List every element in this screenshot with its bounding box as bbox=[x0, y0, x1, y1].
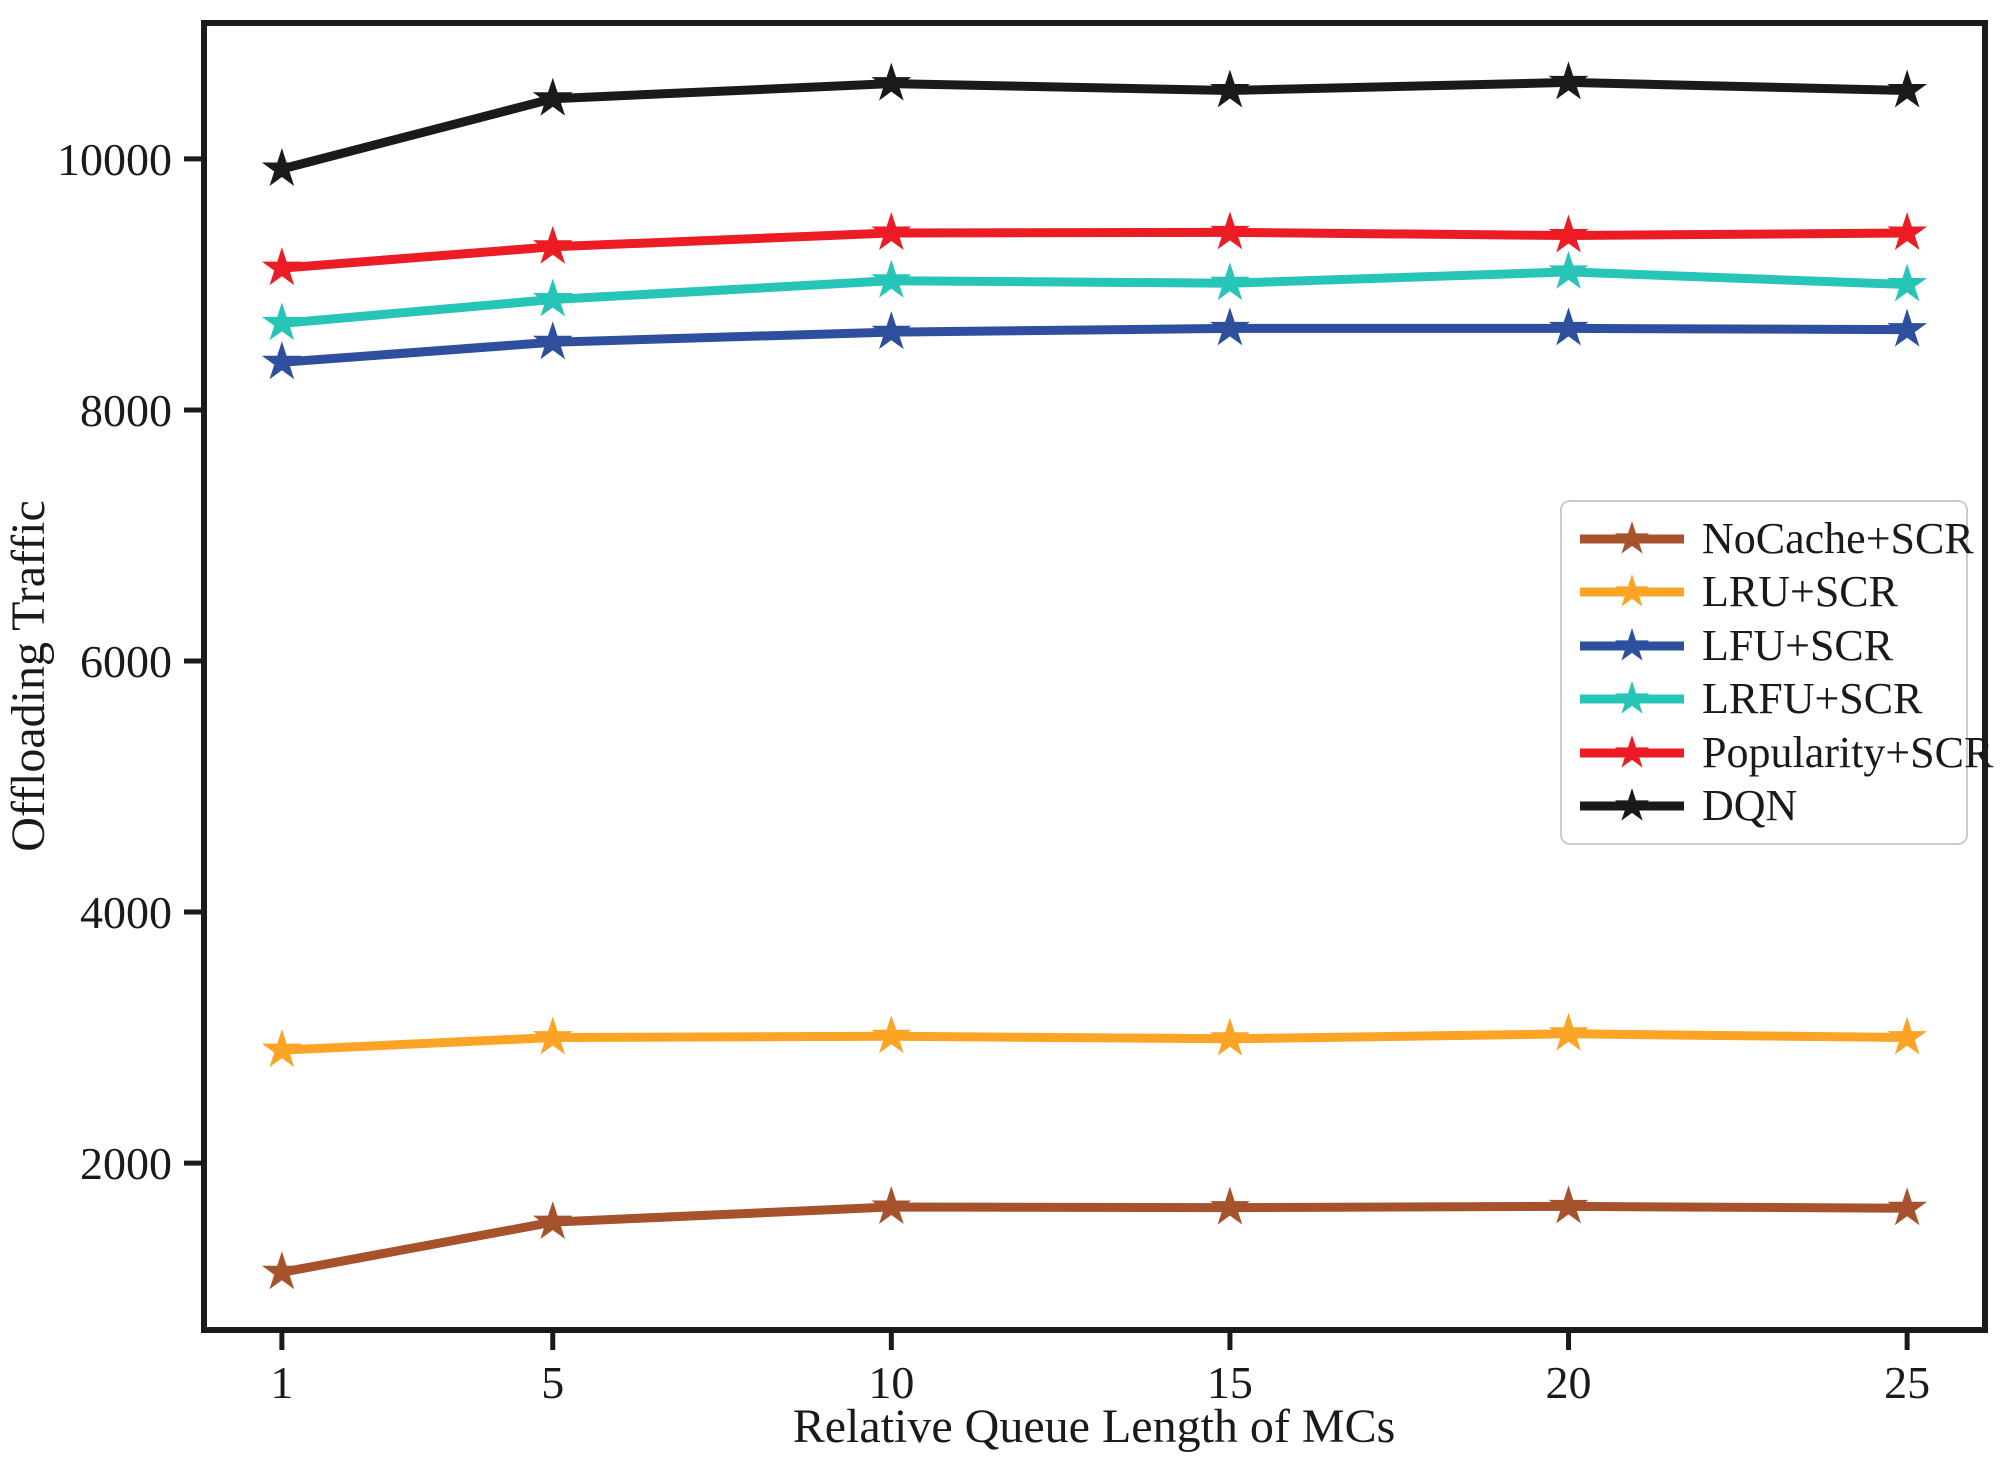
legend-item-nocache-scr: NoCache+SCR bbox=[1576, 514, 1974, 564]
y-tick-label: 6000 bbox=[80, 636, 172, 687]
x-tick-label: 1 bbox=[270, 1357, 293, 1408]
legend: NoCache+SCR LRU+SCR LFU+SCR LRFU+SCR Popular… bbox=[1560, 500, 1993, 845]
series-marker-star bbox=[532, 1201, 573, 1239]
series-line-lrfu-scr bbox=[277, 267, 1912, 328]
series-marker-star bbox=[1210, 1186, 1250, 1225]
series-marker-star bbox=[532, 225, 573, 264]
series-line-nocache-scr bbox=[277, 1201, 1912, 1277]
series-marker-star bbox=[1887, 212, 1928, 250]
series-marker-star bbox=[1887, 1016, 1928, 1055]
legend-item-lrfu-scr: LRFU+SCR bbox=[1576, 674, 1966, 724]
series-marker-star bbox=[1210, 1017, 1250, 1056]
series-line-popularity-scr bbox=[277, 227, 1912, 273]
series-marker-star bbox=[261, 148, 302, 186]
x-tick-label: 25 bbox=[1884, 1357, 1930, 1408]
series-marker-star bbox=[261, 302, 302, 341]
legend-item-label: Popularity+SCR bbox=[1702, 727, 1994, 777]
y-axis-label: Offloading Traffic bbox=[2, 500, 55, 852]
x-tick-label: 5 bbox=[541, 1357, 564, 1408]
legend-star-icon bbox=[1614, 734, 1650, 768]
series-marker-star bbox=[1548, 61, 1589, 100]
x-axis-label: Relative Queue Length of MCs bbox=[793, 1400, 1396, 1453]
series-line-lru-scr bbox=[277, 1029, 1912, 1055]
series-marker-star bbox=[261, 1029, 302, 1068]
series-marker-star bbox=[261, 341, 302, 380]
legend-swatch bbox=[1580, 627, 1684, 661]
legend-swatch bbox=[1580, 681, 1684, 714]
series-marker-star bbox=[1887, 263, 1928, 302]
legend-item-popularity-scr: Popularity+SCR bbox=[1576, 728, 1993, 778]
series-marker-star bbox=[1548, 1185, 1589, 1224]
series-marker-star bbox=[532, 321, 573, 360]
legend-item-label: LRFU+SCR bbox=[1702, 674, 1923, 724]
legend-swatch bbox=[1580, 574, 1684, 607]
series-marker-star bbox=[1887, 1187, 1928, 1226]
legend-item-lru-scr: LRU+SCR bbox=[1576, 567, 1966, 617]
legend-item-label: DQN bbox=[1702, 781, 1798, 831]
series-marker-star bbox=[1210, 307, 1250, 346]
series-marker-star bbox=[871, 62, 912, 101]
legend-item-dqn: DQN bbox=[1576, 781, 1966, 831]
legend-swatch bbox=[1580, 788, 1684, 821]
series-marker-star bbox=[871, 1015, 912, 1054]
series-marker-star bbox=[1887, 308, 1928, 347]
y-tick-label: 10000 bbox=[57, 134, 172, 185]
series-marker-star bbox=[1548, 214, 1589, 253]
legend-swatch bbox=[1580, 520, 1684, 554]
legend-item-label: LRU+SCR bbox=[1702, 567, 1898, 617]
series-marker-star bbox=[1210, 262, 1250, 301]
legend-star-icon bbox=[1614, 681, 1650, 714]
series-marker-star bbox=[1548, 250, 1589, 289]
x-tick-label: 10 bbox=[868, 1357, 914, 1408]
series-marker-star bbox=[871, 212, 912, 250]
series-marker-star bbox=[532, 1016, 573, 1055]
series-marker-star bbox=[261, 1251, 302, 1290]
legend-item-label: NoCache+SCR bbox=[1702, 513, 1974, 563]
plot-area-border bbox=[201, 20, 1988, 1333]
series-marker-star bbox=[871, 311, 912, 350]
y-tick-label: 8000 bbox=[80, 385, 172, 436]
series-marker-star bbox=[1548, 307, 1589, 346]
series-marker-star bbox=[261, 247, 302, 286]
y-tick-label: 2000 bbox=[80, 1138, 172, 1189]
x-tick-label: 15 bbox=[1207, 1357, 1253, 1408]
legend-star-icon bbox=[1614, 520, 1650, 554]
series-line-lfu-scr bbox=[277, 323, 1912, 367]
series-marker-star bbox=[1210, 211, 1250, 250]
series-marker-star bbox=[1887, 69, 1928, 108]
series-marker-star bbox=[1210, 69, 1250, 108]
data-series bbox=[261, 61, 1928, 1290]
series-marker-star bbox=[871, 1186, 912, 1224]
series-marker-star bbox=[532, 278, 573, 317]
legend-star-icon bbox=[1614, 574, 1650, 607]
series-marker-star bbox=[871, 259, 912, 298]
legend-star-icon bbox=[1614, 627, 1650, 661]
series-marker-star bbox=[1548, 1012, 1589, 1051]
legend-item-lfu-scr: LFU+SCR bbox=[1576, 621, 1966, 671]
legend-star-icon bbox=[1614, 788, 1650, 821]
legend-swatch bbox=[1580, 734, 1684, 768]
x-tick-label: 20 bbox=[1546, 1357, 1592, 1408]
y-tick-label: 4000 bbox=[80, 887, 172, 938]
series-marker-star bbox=[532, 77, 573, 116]
legend-item-label: LFU+SCR bbox=[1702, 620, 1894, 670]
series-line-dqn bbox=[277, 77, 1912, 174]
